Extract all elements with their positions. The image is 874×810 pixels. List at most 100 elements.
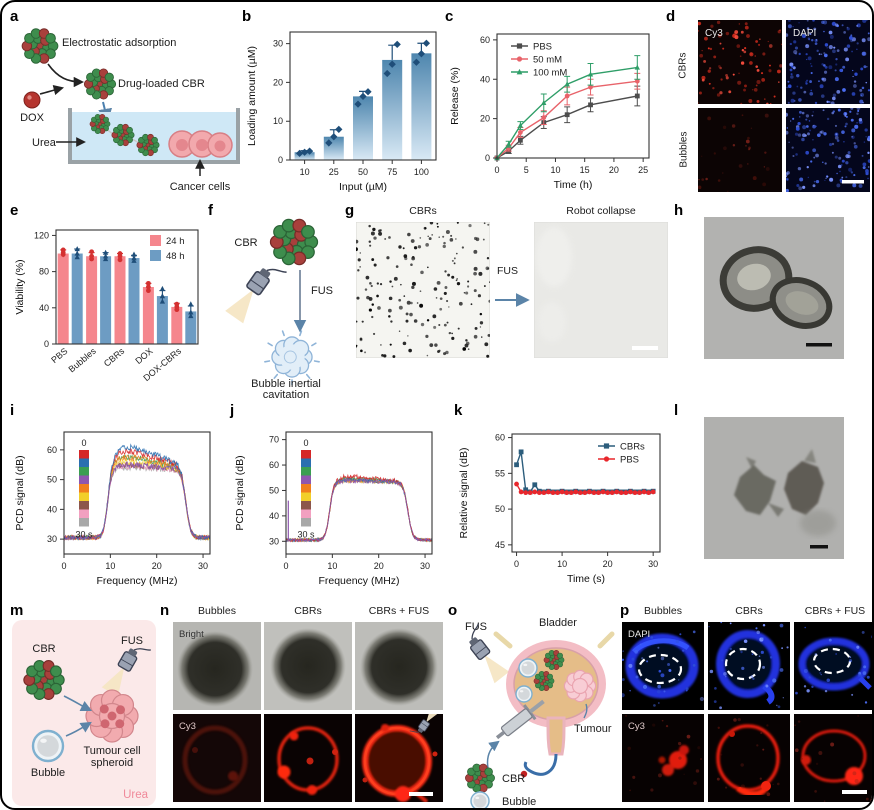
cy3-cbrs-image <box>264 714 352 802</box>
svg-text:10: 10 <box>300 167 310 177</box>
svg-text:30: 30 <box>198 561 208 571</box>
svg-text:24 h: 24 h <box>166 236 185 247</box>
cbrs-image-title: CBRs <box>409 205 437 217</box>
cbrs-cy3-image: Cy3 <box>698 20 782 104</box>
panel-j-label: j <box>230 402 235 419</box>
panel-i-label: i <box>10 402 15 419</box>
svg-text:10: 10 <box>557 559 567 569</box>
svg-text:Frequency (MHz): Frequency (MHz) <box>96 575 177 587</box>
urea-label: Urea <box>123 789 149 801</box>
svg-text:40: 40 <box>269 511 279 521</box>
cy3-cbrs-image <box>708 714 790 802</box>
tumour-icon <box>563 669 597 703</box>
panel-h: h <box>674 202 872 398</box>
spheroid-label-1: Tumour cell <box>83 745 140 757</box>
dox-arrow <box>39 84 65 96</box>
cbr-cluster-icon <box>23 660 65 700</box>
svg-text:30: 30 <box>648 559 658 569</box>
svg-text:25: 25 <box>638 165 648 175</box>
panel-j-chart: 30 40 50 60 70 0 10 20 30 Frequency (MHz) PCD sign… <box>234 431 433 587</box>
svg-text:30 s: 30 s <box>75 530 93 540</box>
bubble-label: Bubble <box>31 767 65 779</box>
panel-k-label: k <box>454 402 463 419</box>
svg-text:100: 100 <box>414 167 429 177</box>
bright-cbrs-image <box>264 622 352 710</box>
falling-cbr-3 <box>136 133 160 157</box>
panel-o-label: o <box>448 602 458 619</box>
svg-text:20: 20 <box>374 561 384 571</box>
svg-text:5: 5 <box>524 165 529 175</box>
caption-line1: Bubble inertial <box>251 378 321 390</box>
panel-m-label: m <box>10 602 24 619</box>
fus-label: FUS <box>121 635 143 647</box>
falling-cbr-1 <box>89 114 111 134</box>
cancer-cells-label: Cancer cells <box>170 181 231 193</box>
panel-d: d CBRs Bubbles Cy3 DAPI <box>662 8 872 196</box>
svg-text:PCD signal (dB): PCD signal (dB) <box>234 455 246 530</box>
cbrs-dapi-image: DAPI <box>786 20 870 104</box>
cbrs-micrograph <box>356 222 490 358</box>
svg-text:10: 10 <box>105 561 115 571</box>
svg-text:0: 0 <box>303 438 308 448</box>
panel-e: e PBS Bubbles CBRs DOX DOX-CBRs 0 40 80 120 Viabi… <box>10 202 208 398</box>
adsorption-arrow <box>47 63 85 88</box>
robot-collapse-micrograph <box>534 222 668 358</box>
svg-text:50: 50 <box>358 167 368 177</box>
svg-text:40: 40 <box>39 303 49 313</box>
panel-g-label: g <box>345 202 355 219</box>
svg-text:0: 0 <box>494 165 499 175</box>
svg-text:55: 55 <box>495 468 505 478</box>
col-header-cbrs: CBRs <box>294 605 322 617</box>
injection-arrow <box>486 740 500 769</box>
panel-c-label: c <box>445 8 454 25</box>
cy3-row-label: Cy3 <box>179 721 196 732</box>
row-label-bubbles: Bubbles <box>678 131 690 168</box>
svg-text:100 mM: 100 mM <box>533 68 567 79</box>
bright-row-label: Bright <box>179 629 204 640</box>
dashed-roi <box>724 647 762 681</box>
cy3-bubbles-image: Cy3 <box>173 714 261 802</box>
cy3-cbrs-fus-image <box>794 714 872 802</box>
panel-a: a Electrostatic adso <box>10 8 242 196</box>
col-header-cbrs: CBRs <box>735 605 763 617</box>
svg-text:20: 20 <box>273 77 283 87</box>
panel-p: p Bubbles CBRs CBRs + FUS DAPI <box>620 602 872 808</box>
svg-text:80: 80 <box>39 267 49 277</box>
svg-text:20: 20 <box>152 561 162 571</box>
svg-text:Viability (%): Viability (%) <box>14 259 26 314</box>
svg-text:50: 50 <box>47 475 57 485</box>
cbr-to-spheroid-arrow <box>63 695 93 712</box>
dox-label: DOX <box>20 112 45 124</box>
svg-text:Loading amount (µM): Loading amount (µM) <box>246 46 258 146</box>
dapi-cbrs-image <box>708 622 790 710</box>
urea-label: Urea <box>32 137 57 149</box>
falling-cbr-2 <box>111 123 135 147</box>
panel-m-schematic: CBR FUS Tumour cell spheroid Bubble Urea <box>12 620 156 806</box>
cbr-icon <box>465 763 495 793</box>
cbr-cluster-icon <box>269 218 319 266</box>
tem-cbr-image <box>704 217 844 359</box>
svg-text:0: 0 <box>278 155 283 165</box>
scale-bar <box>842 180 864 184</box>
svg-text:50 mM: 50 mM <box>533 55 562 66</box>
panel-n: n Bubbles CBRs CBRs + FUS Bright Cy3 <box>160 602 446 808</box>
svg-text:Relative signal (dB): Relative signal (dB) <box>458 447 470 538</box>
svg-text:50: 50 <box>495 504 505 514</box>
dapi-row-label: DAPI <box>628 629 650 640</box>
panel-c: c 0 20 40 60 0 5 10 15 20 25 Time (h) Release (%) PB… <box>445 8 662 196</box>
svg-text:Time (h): Time (h) <box>554 179 593 191</box>
dapi-cbrs-fus-image <box>794 622 872 710</box>
cy3-column-label: Cy3 <box>705 28 723 39</box>
bladder-label: Bladder <box>539 617 577 629</box>
svg-text:0: 0 <box>283 561 288 571</box>
dashed-roi <box>637 653 683 685</box>
tem-collapsed-image <box>704 417 844 559</box>
fus-transducer-icon <box>225 268 287 324</box>
fus-label: FUS <box>311 285 333 297</box>
panel-l-label: l <box>674 402 679 419</box>
col-header-bubbles: Bubbles <box>198 605 236 617</box>
dapi-bubbles-image: DAPI <box>622 622 704 710</box>
panel-d-label: d <box>666 8 676 25</box>
bladder-bubble-1 <box>518 658 538 678</box>
